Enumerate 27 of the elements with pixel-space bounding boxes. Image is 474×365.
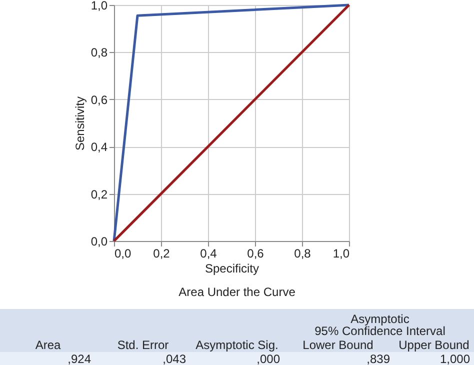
x-axis-title: Specificity <box>204 262 260 276</box>
y-tick-label: 0,6 <box>90 92 108 107</box>
x-tick-label: 1,0 <box>332 246 350 260</box>
y-tick-label: 0,0 <box>90 234 108 248</box>
x-tick-label: 0,4 <box>200 246 218 260</box>
y-tick-label: 1,0 <box>90 0 108 12</box>
text: ,924 <box>68 352 92 365</box>
text: Std. Error <box>117 338 169 352</box>
x-tick-label: 0,0 <box>114 246 132 260</box>
text: 95% Confidence Interval <box>314 324 446 338</box>
text: Upper Bound <box>398 338 470 352</box>
text: Area <box>35 338 61 352</box>
y-tick-label: 0,4 <box>90 140 108 154</box>
text: 1,000 <box>440 352 470 365</box>
y-tick-label: 0,8 <box>90 46 108 60</box>
y-tick-label: 0,2 <box>90 187 108 202</box>
x-tick-label: 0,8 <box>294 246 312 260</box>
text: ,839 <box>366 352 390 365</box>
text: ,043 <box>162 352 186 365</box>
x-tick-label: 0,6 <box>247 246 264 260</box>
text: Asymptotic <box>350 312 410 326</box>
text: ,000 <box>256 352 280 365</box>
y-axis-title: Sensitivity <box>72 96 87 151</box>
text: Area Under the Curve <box>178 285 296 299</box>
x-tick-label: 0,2 <box>153 246 170 260</box>
text: Lower Bound <box>302 338 374 352</box>
text: Asymptotic Sig. <box>196 338 278 352</box>
